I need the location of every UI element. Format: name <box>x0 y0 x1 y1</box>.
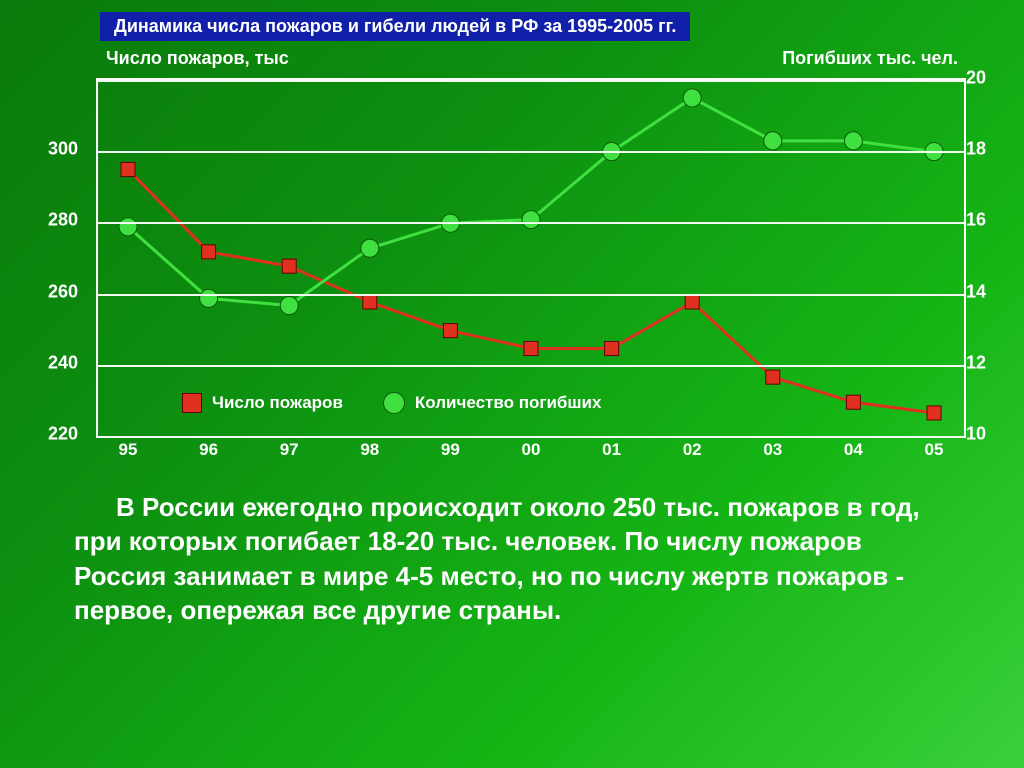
legend-item-fires: Число пожаров <box>182 393 343 413</box>
y-left-tick: 220 <box>48 424 78 445</box>
y-axis-left-title: Число пожаров, тыс <box>106 48 289 69</box>
chart-title: Динамика числа пожаров и гибели людей в … <box>100 12 690 41</box>
y-left-tick: 280 <box>48 210 78 231</box>
x-tick: 01 <box>602 440 621 460</box>
x-tick: 99 <box>441 440 460 460</box>
x-tick: 05 <box>925 440 944 460</box>
y-right-tick: 18 <box>966 139 986 160</box>
y-right-tick: 12 <box>966 352 986 373</box>
chart-container: Число пожаров, тыс Погибших тыс. чел. Чи… <box>38 48 988 468</box>
y-right-tick: 20 <box>966 68 986 89</box>
legend-item-deaths: Количество погибших <box>383 392 602 414</box>
y-right-tick: 16 <box>966 210 986 231</box>
circle-icon <box>383 392 405 414</box>
y-left-tick: 300 <box>48 139 78 160</box>
x-tick: 03 <box>763 440 782 460</box>
y-left-tick: 240 <box>48 352 78 373</box>
legend: Число пожаров Количество погибших <box>182 392 601 414</box>
x-tick: 97 <box>280 440 299 460</box>
square-icon <box>182 393 202 413</box>
y-left-tick: 260 <box>48 281 78 302</box>
plot-area: Число пожаров Количество погибших 959697… <box>96 78 966 438</box>
x-tick: 02 <box>683 440 702 460</box>
body-text: В России ежегодно происходит около 250 т… <box>74 490 954 627</box>
x-tick: 04 <box>844 440 863 460</box>
y-right-tick: 14 <box>966 281 986 302</box>
y-axis-right-title: Погибших тыс. чел. <box>782 48 958 69</box>
x-tick: 00 <box>522 440 541 460</box>
x-tick: 98 <box>360 440 379 460</box>
x-tick: 96 <box>199 440 218 460</box>
chart-svg <box>98 80 964 438</box>
x-tick: 95 <box>119 440 138 460</box>
y-right-tick: 10 <box>966 424 986 445</box>
